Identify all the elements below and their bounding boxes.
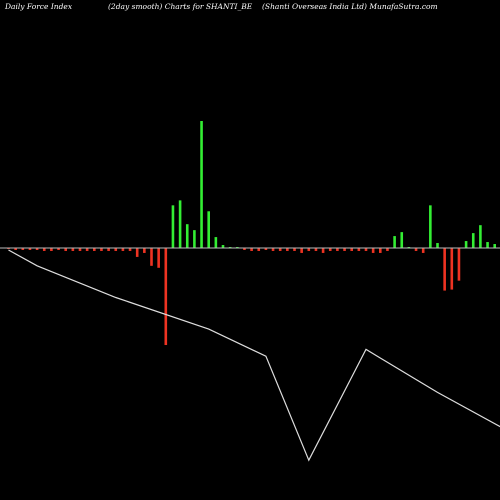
force-bar — [293, 248, 296, 251]
force-bar — [64, 248, 67, 251]
force-bar — [364, 248, 368, 251]
force-bar — [457, 248, 461, 281]
force-bar — [486, 242, 489, 248]
force-bar — [35, 248, 39, 250]
force-bar — [250, 248, 253, 251]
force-bar — [393, 236, 396, 248]
force-bar — [443, 248, 446, 291]
force-bar — [93, 248, 96, 251]
force-bar — [386, 248, 389, 251]
force-bar — [200, 121, 203, 248]
force-bar — [436, 243, 439, 248]
force-bar — [185, 224, 189, 248]
force-bar — [42, 248, 46, 251]
force-bar — [328, 248, 332, 251]
force-bar — [14, 248, 17, 250]
force-bar — [286, 248, 289, 251]
force-bar — [221, 245, 225, 248]
force-bar — [107, 248, 110, 251]
force-bar — [214, 237, 218, 248]
force-bar — [307, 248, 311, 251]
force-bar — [271, 248, 275, 251]
header-right: (Shanti Overseas India Ltd) MunafaSutra.… — [262, 2, 438, 11]
force-index-bars — [7, 121, 496, 346]
force-bar — [128, 248, 132, 251]
force-bar — [164, 248, 168, 346]
force-bar — [264, 248, 268, 250]
force-bar — [157, 248, 160, 268]
force-bar — [207, 211, 210, 248]
header-center: (2day smooth) Charts for SHANTI_BE — [108, 2, 253, 11]
force-bar — [178, 200, 182, 249]
force-bar — [135, 248, 139, 257]
force-bar — [493, 244, 496, 248]
force-bar — [121, 248, 125, 251]
force-bar — [243, 248, 246, 250]
force-bar — [479, 225, 482, 248]
force-bar — [371, 248, 375, 253]
force-bar — [21, 248, 25, 250]
force-bar — [400, 232, 404, 249]
force-bar — [357, 248, 361, 251]
force-bar — [171, 205, 175, 248]
force-bar — [450, 248, 454, 290]
force-bar — [379, 248, 382, 253]
force-bar — [278, 248, 282, 251]
force-bar — [336, 248, 339, 251]
force-bar — [78, 248, 82, 251]
force-bar — [114, 248, 118, 251]
price-line — [8, 249, 500, 462]
force-bar — [314, 248, 318, 251]
force-bar — [343, 248, 346, 251]
force-bar — [100, 248, 103, 251]
force-bar — [429, 205, 432, 248]
force-bar — [421, 248, 425, 253]
force-bar — [85, 248, 89, 251]
force-bar — [150, 248, 153, 266]
force-bar — [57, 248, 60, 250]
header-left: Daily Force Index — [4, 2, 73, 11]
force-bar — [28, 248, 32, 250]
force-bar — [50, 248, 53, 251]
force-bar — [321, 248, 325, 253]
force-bar — [414, 248, 418, 251]
force-bar — [300, 248, 303, 253]
force-bar — [257, 248, 261, 251]
force-bar — [350, 248, 353, 251]
force-bar — [464, 241, 468, 248]
force-bar — [71, 248, 75, 251]
force-bar — [193, 230, 196, 248]
force-bar — [143, 248, 146, 253]
force-bar — [471, 233, 475, 248]
